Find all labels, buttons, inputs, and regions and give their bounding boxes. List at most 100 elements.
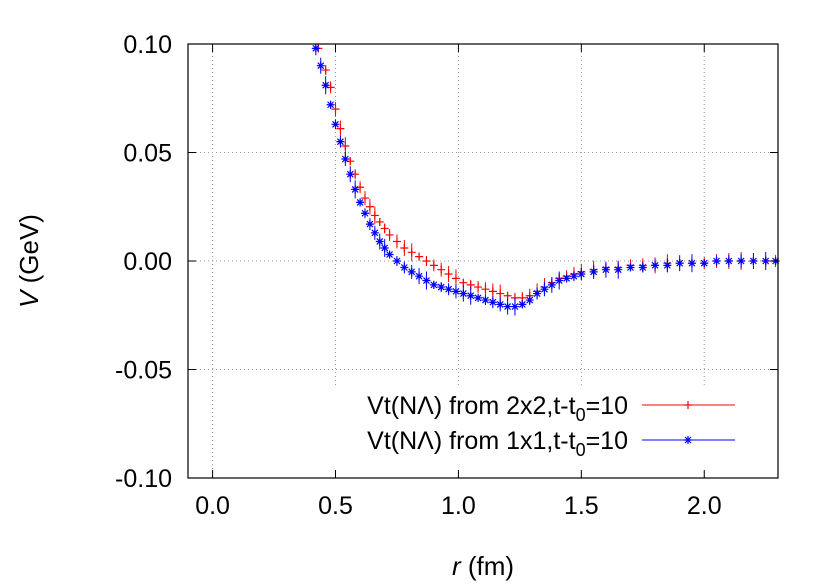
data-point <box>326 100 335 109</box>
data-point <box>503 302 512 311</box>
data-point <box>700 259 709 268</box>
data-point <box>375 237 384 246</box>
data-point <box>761 257 770 265</box>
data-point <box>474 293 483 302</box>
data-point <box>341 155 350 164</box>
x-tick-label: 0.0 <box>195 492 230 520</box>
data-point <box>336 137 345 146</box>
data-point <box>562 274 571 283</box>
data-point <box>496 289 505 298</box>
data-point <box>407 248 416 257</box>
data-point <box>525 296 534 305</box>
x-axis-variable: r <box>452 551 462 581</box>
data-point <box>375 217 384 226</box>
data-point <box>555 276 564 285</box>
data-point <box>510 302 519 311</box>
legend-label-2: Vt(NΛ) from 1x1,t-t0=10 <box>367 427 628 460</box>
data-point <box>614 265 623 274</box>
data-point <box>385 230 394 239</box>
x-tick-label: 0.5 <box>318 492 353 520</box>
data-point <box>651 261 660 270</box>
data-point <box>474 283 483 292</box>
data-point <box>518 300 527 309</box>
data-point <box>336 124 345 133</box>
legend-marker <box>684 401 692 409</box>
data-point <box>589 267 598 276</box>
data-point <box>547 280 556 289</box>
data-point <box>311 44 320 53</box>
data-point <box>503 291 512 300</box>
legend-background <box>232 386 772 470</box>
data-point <box>361 209 369 218</box>
data-point <box>638 263 647 272</box>
data-point <box>429 280 438 289</box>
data-point <box>488 298 497 307</box>
data-point <box>429 261 438 270</box>
y-tick-label: 0.05 <box>123 140 172 168</box>
data-point <box>356 198 365 207</box>
series-1 <box>314 44 780 304</box>
data-point <box>346 170 355 179</box>
data-point <box>749 257 758 265</box>
data-point <box>675 259 684 268</box>
data-point <box>444 285 453 294</box>
series-2 <box>311 44 780 316</box>
data-point <box>451 274 460 283</box>
data-point <box>437 265 446 274</box>
data-point <box>687 259 696 268</box>
axes: 0.0 0.5 1.0 1.5 2.0 -0.10 -0.05 0.00 0.05 0.10 r (… <box>14 31 779 581</box>
data-point <box>331 120 340 129</box>
data-point <box>569 272 578 281</box>
data-point <box>400 243 409 252</box>
data-point <box>400 263 409 272</box>
data-point <box>316 61 325 70</box>
data-point <box>321 81 330 90</box>
data-point <box>459 278 468 287</box>
data-point <box>737 257 746 265</box>
data-point <box>601 265 610 274</box>
legend-marker <box>684 436 692 444</box>
data-point <box>422 257 431 265</box>
y-axis-variable: V <box>14 288 44 308</box>
data-point <box>724 257 733 265</box>
x-tick-label: 1.5 <box>564 492 599 520</box>
data-point <box>392 237 401 246</box>
data-point <box>663 261 672 270</box>
data-point <box>392 257 401 265</box>
data-point <box>437 283 446 292</box>
x-axis-unit: (fm) <box>461 551 514 581</box>
data-point <box>321 66 330 75</box>
x-axis-label: r (fm) <box>452 551 514 581</box>
data-point <box>481 285 490 294</box>
y-tick-label: 0.00 <box>123 248 172 276</box>
y-axis-unit: (GeV) <box>14 214 44 291</box>
data-point <box>407 267 416 276</box>
data-point <box>331 105 340 114</box>
data-point <box>533 289 542 298</box>
data-point <box>496 300 505 309</box>
data-point <box>365 220 374 229</box>
y-tick-label: -0.10 <box>115 465 172 493</box>
data-point <box>370 211 379 220</box>
data-point <box>370 228 379 237</box>
data-point <box>481 296 490 305</box>
data-point <box>540 285 549 294</box>
data-point <box>459 289 468 298</box>
x-tick-label: 1.0 <box>441 492 476 520</box>
x-tick-label: 2.0 <box>687 492 722 520</box>
data-point <box>380 243 389 252</box>
data-series <box>311 44 780 316</box>
data-point <box>380 224 389 233</box>
data-point <box>351 185 360 194</box>
y-tick-label: -0.05 <box>115 357 172 385</box>
data-point <box>385 250 394 259</box>
y-axis-label: V (GeV) <box>14 214 44 308</box>
data-point <box>361 194 369 203</box>
data-point <box>626 263 635 272</box>
data-point <box>422 276 431 285</box>
data-point <box>444 270 453 279</box>
data-point <box>577 270 586 279</box>
legend-label-1: Vt(NΛ) from 2x2,t-t0=10 <box>367 392 628 425</box>
